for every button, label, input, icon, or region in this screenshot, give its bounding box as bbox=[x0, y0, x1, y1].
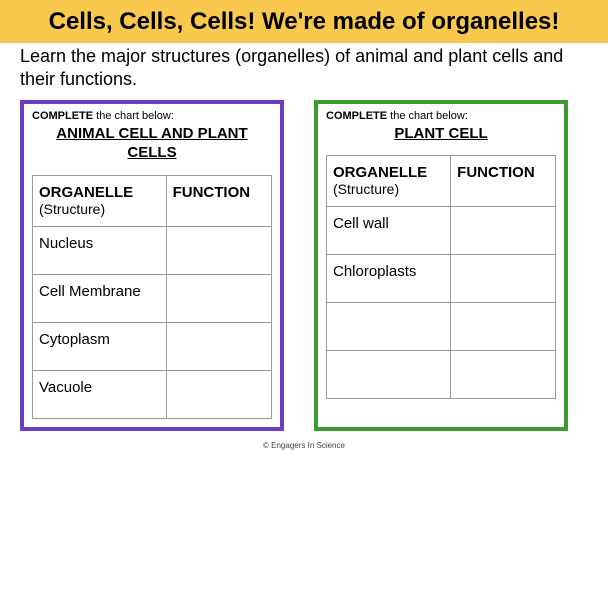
col-organelle-label: ORGANELLE bbox=[333, 164, 427, 181]
plant-chart: COMPLETE the chart below: PLANT CELL ORG… bbox=[314, 100, 568, 431]
table-row: Nucleus bbox=[33, 226, 272, 274]
animal-plant-chart: COMPLETE the chart below: ANIMAL CELL AN… bbox=[20, 100, 284, 431]
instruction-line: COMPLETE the chart below: bbox=[32, 110, 272, 122]
organelle-cell: Cytoplasm bbox=[33, 322, 167, 370]
organelle-cell bbox=[327, 351, 451, 399]
function-cell[interactable] bbox=[166, 274, 271, 322]
function-cell[interactable] bbox=[166, 322, 271, 370]
col-organelle: ORGANELLE (Structure) bbox=[33, 175, 167, 226]
table-row bbox=[327, 303, 556, 351]
col-organelle: ORGANELLE (Structure) bbox=[327, 156, 451, 207]
function-cell[interactable] bbox=[451, 207, 556, 255]
copyright-footer: © Engagers In Science bbox=[0, 441, 608, 450]
chart-title: PLANT CELL bbox=[326, 124, 556, 144]
col-function: FUNCTION bbox=[451, 156, 556, 207]
table-row bbox=[327, 351, 556, 399]
organelle-cell: Cell Membrane bbox=[33, 274, 167, 322]
complete-rest: the chart below: bbox=[93, 110, 174, 122]
table-row: Cell Membrane bbox=[33, 274, 272, 322]
complete-rest: the chart below: bbox=[387, 110, 468, 122]
organelle-cell: Nucleus bbox=[33, 226, 167, 274]
instruction-line: COMPLETE the chart below: bbox=[326, 110, 556, 122]
table-row: Vacuole bbox=[33, 370, 272, 418]
col-function: FUNCTION bbox=[166, 175, 271, 226]
table-row: Cell wall bbox=[327, 207, 556, 255]
charts-container: COMPLETE the chart below: ANIMAL CELL AN… bbox=[0, 94, 608, 431]
page-title-banner: Cells, Cells, Cells! We're made of organ… bbox=[0, 0, 608, 43]
table-header-row: ORGANELLE (Structure) FUNCTION bbox=[33, 175, 272, 226]
organelle-table: ORGANELLE (Structure) FUNCTION Nucleus C… bbox=[32, 175, 272, 419]
table-row: Chloroplasts bbox=[327, 255, 556, 303]
table-row: Cytoplasm bbox=[33, 322, 272, 370]
complete-bold: COMPLETE bbox=[32, 110, 93, 122]
chart-title: ANIMAL CELL AND PLANT CELLS bbox=[32, 124, 272, 163]
page-subtitle: Learn the major structures (organelles) … bbox=[0, 43, 608, 94]
function-cell[interactable] bbox=[451, 255, 556, 303]
organelle-cell: Vacuole bbox=[33, 370, 167, 418]
col-organelle-sub: (Structure) bbox=[333, 181, 399, 197]
col-organelle-label: ORGANELLE bbox=[39, 184, 133, 201]
organelle-cell: Chloroplasts bbox=[327, 255, 451, 303]
organelle-cell: Cell wall bbox=[327, 207, 451, 255]
function-cell[interactable] bbox=[451, 303, 556, 351]
organelle-table: ORGANELLE (Structure) FUNCTION Cell wall… bbox=[326, 155, 556, 399]
complete-bold: COMPLETE bbox=[326, 110, 387, 122]
page-title: Cells, Cells, Cells! We're made of organ… bbox=[49, 8, 560, 35]
table-header-row: ORGANELLE (Structure) FUNCTION bbox=[327, 156, 556, 207]
col-organelle-sub: (Structure) bbox=[39, 201, 105, 217]
function-cell[interactable] bbox=[451, 351, 556, 399]
function-cell[interactable] bbox=[166, 370, 271, 418]
function-cell[interactable] bbox=[166, 226, 271, 274]
organelle-cell bbox=[327, 303, 451, 351]
